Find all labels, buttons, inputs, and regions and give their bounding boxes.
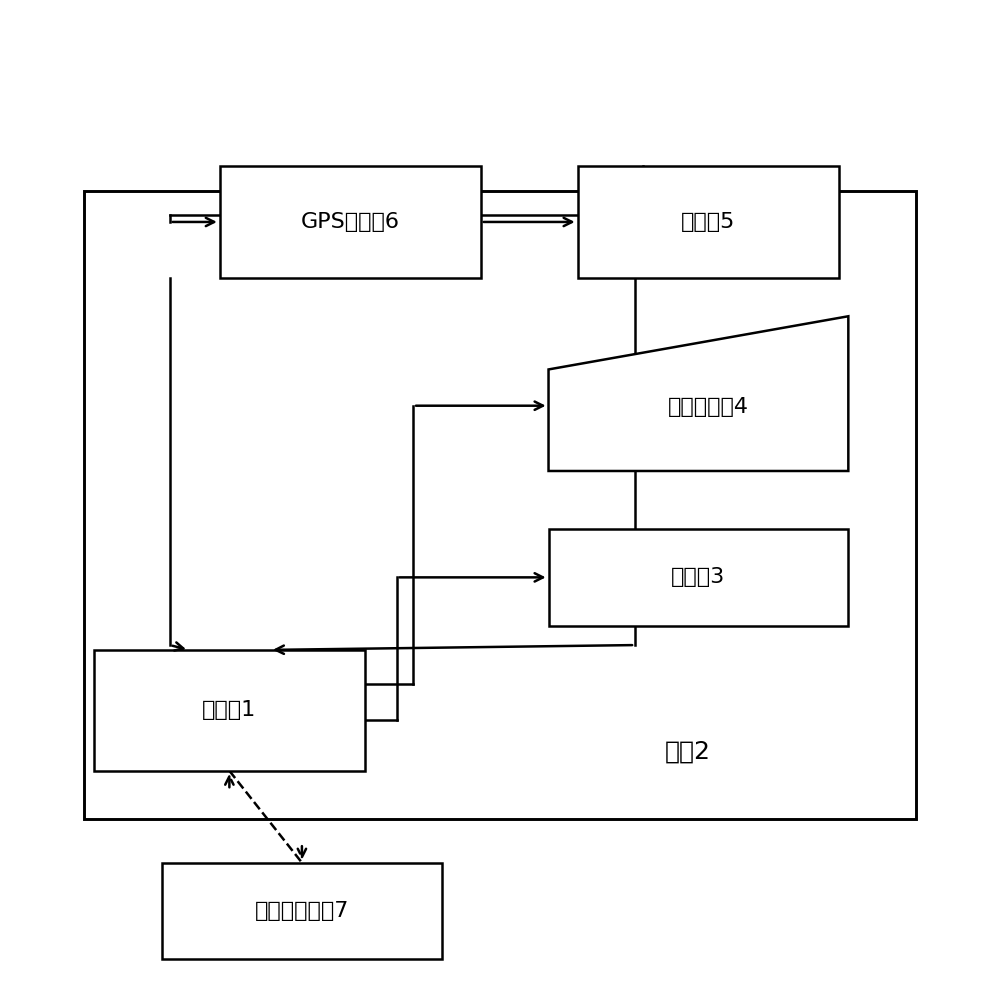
- Text: 控制器1: 控制器1: [202, 700, 256, 720]
- Bar: [220, 166, 481, 278]
- Bar: [84, 191, 916, 819]
- Polygon shape: [548, 316, 849, 471]
- Text: GPS接收器6: GPS接收器6: [301, 212, 400, 232]
- Text: 驱动器3: 驱动器3: [671, 567, 726, 587]
- Text: 地面指挥中心7: 地面指挥中心7: [255, 901, 349, 921]
- Bar: [578, 166, 839, 278]
- Text: 云台2: 云台2: [664, 739, 710, 763]
- Bar: [548, 529, 849, 626]
- Text: 摄像机5: 摄像机5: [681, 212, 736, 232]
- Bar: [94, 650, 365, 771]
- Text: 激光测距仪4: 激光测距仪4: [668, 397, 749, 417]
- Bar: [162, 863, 442, 959]
